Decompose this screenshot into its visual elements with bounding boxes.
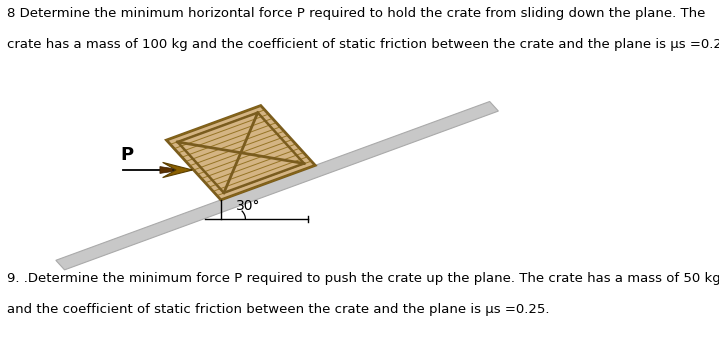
Text: 8 Determine the minimum horizontal force P required to hold the crate from slidi: 8 Determine the minimum horizontal force… [7, 7, 705, 19]
Polygon shape [166, 105, 315, 200]
Text: 30°: 30° [236, 199, 260, 213]
Polygon shape [162, 163, 193, 177]
Text: P: P [120, 145, 133, 164]
Text: crate has a mass of 100 kg and the coefficient of static friction between the cr: crate has a mass of 100 kg and the coeff… [7, 38, 719, 51]
Polygon shape [160, 167, 173, 173]
Polygon shape [56, 102, 498, 270]
Text: 9. .Determine the minimum force P required to push the crate up the plane. The c: 9. .Determine the minimum force P requir… [7, 272, 719, 285]
Text: and the coefficient of static friction between the crate and the plane is μs =0.: and the coefficient of static friction b… [7, 303, 549, 316]
